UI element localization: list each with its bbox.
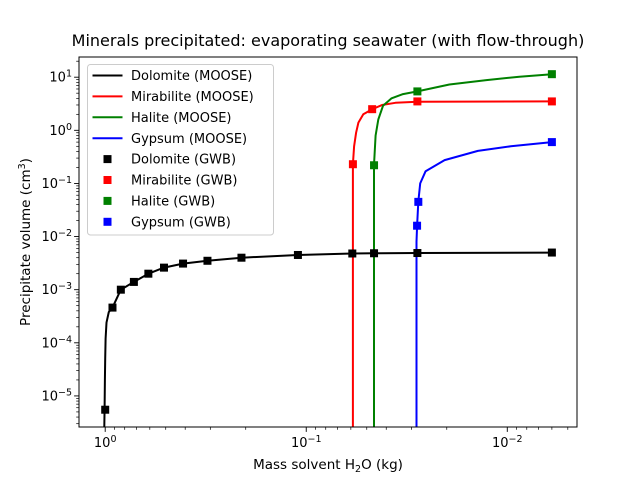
legend-entry-label: Gypsum (MOOSE)	[131, 132, 247, 147]
y-axis-label: Precipitate volume (cm3)	[17, 158, 34, 326]
legend-entry-label: Mirabilite (GWB)	[131, 174, 237, 189]
plot-frame	[78, 56, 578, 428]
x-tick-label: 10−1	[291, 434, 322, 451]
dolomite-gwb-marker	[547, 248, 556, 257]
chart-title: Minerals precipitated: evaporating seawa…	[72, 31, 585, 50]
legend-entry-label: Mirabilite (MOOSE)	[131, 90, 254, 105]
legend-dolomite-gwb-marker	[103, 155, 112, 164]
y-tick-label: 10−4	[41, 334, 72, 351]
halite-gwb-marker	[370, 161, 379, 170]
legend-gypsum-gwb-marker	[103, 217, 112, 226]
mirabilite-gwb-marker	[413, 97, 422, 106]
dolomite-gwb-marker	[101, 405, 110, 414]
legend-mirabilite-gwb-marker	[103, 176, 112, 184]
legend-entry-label: Dolomite (MOOSE)	[131, 69, 252, 84]
y-tick-label: 100	[49, 122, 72, 139]
mirabilite-gwb-marker	[547, 97, 556, 106]
legend-entry-label: Halite (MOOSE)	[131, 111, 231, 126]
dolomite-gwb-marker	[144, 269, 153, 278]
legend-box	[87, 64, 274, 236]
dolomite-gwb-marker	[179, 259, 188, 268]
halite-gwb-marker	[413, 87, 422, 96]
gypsum-gwb-marker	[414, 197, 423, 206]
dolomite-gwb-marker	[293, 250, 302, 259]
y-tick-label: 101	[49, 69, 72, 86]
x-tick-label: 10−2	[492, 434, 523, 451]
dolomite-gwb-marker	[413, 249, 422, 258]
dolomite-gwb-marker	[116, 285, 125, 294]
legend: Dolomite (MOOSE) Mirabilite (MOOSE) Halite…	[87, 64, 274, 236]
gypsum-gwb-marker	[547, 138, 556, 147]
dolomite-gwb-marker	[203, 256, 212, 265]
dolomite-gwb-marker	[159, 263, 168, 272]
dolomite-gwb-marker	[237, 253, 246, 262]
dolomite-gwb-marker	[348, 249, 357, 258]
dolomite-gwb-marker	[129, 277, 138, 286]
y-tick-label: 10−5	[41, 387, 72, 404]
gypsum-moose-line	[415, 141, 553, 427]
mirabilite-moose-line	[351, 100, 552, 427]
dolomite-gwb-marker	[370, 249, 379, 258]
legend-entry-label: Gypsum (GWB)	[131, 215, 231, 230]
y-tick-label: 10−3	[41, 281, 72, 298]
mirabilite-gwb-marker	[348, 160, 357, 169]
legend-halite-gwb-marker	[103, 196, 112, 205]
mirabilite-gwb-marker	[368, 105, 377, 114]
gypsum-gwb-marker	[413, 221, 422, 230]
legend-entry-label: Dolomite (GWB)	[131, 153, 236, 168]
halite-moose-line	[373, 73, 552, 427]
x-axis-label: Mass solvent H2O (kg)	[253, 457, 403, 475]
y-tick-label: 10−2	[41, 228, 72, 245]
x-tick-label: 100	[94, 434, 117, 451]
halite-gwb-marker	[547, 70, 556, 79]
y-tick-label: 10−1	[41, 175, 72, 192]
plot-series	[101, 70, 556, 428]
dolomite-moose-line	[103, 251, 552, 428]
axis-ticks: 100 10−1 10−2 101 100 10−1 10−2 10−3 10−4 10−5	[41, 60, 569, 451]
dolomite-gwb-marker	[108, 303, 117, 312]
legend-entry-label: Halite (GWB)	[131, 195, 215, 210]
